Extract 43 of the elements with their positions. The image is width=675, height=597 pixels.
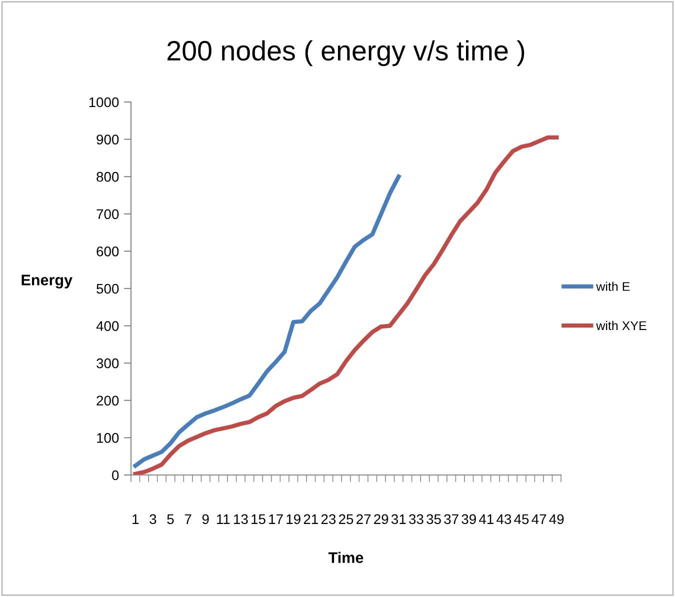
legend-label: with E [596, 282, 630, 291]
x-tick-label: 39 [462, 514, 476, 524]
x-tick-label: 23 [321, 514, 336, 524]
y-tick-label: 900 [96, 134, 119, 144]
x-tick-label: 5 [167, 514, 174, 524]
y-tick-label: 100 [97, 433, 119, 443]
x-tick-label: 47 [532, 514, 546, 524]
y-tick-label: 400 [96, 321, 119, 331]
x-tick-label: 29 [374, 514, 388, 524]
x-tick-label: 21 [304, 514, 318, 524]
x-tick-label: 41 [479, 514, 494, 524]
y-tick-label: 500 [96, 284, 119, 294]
x-tick-label: 43 [496, 514, 512, 524]
x-tick-label: 49 [549, 514, 564, 524]
x-tick-label: 13 [234, 514, 248, 524]
x-tick-label: 3 [150, 514, 156, 524]
x-tick-label: 37 [444, 514, 458, 524]
y-tick-label: 300 [96, 358, 119, 368]
x-tick-label: 15 [252, 514, 266, 524]
y-tick-label: 200 [96, 396, 119, 406]
x-axis-title: Time [328, 552, 364, 564]
line-series [133, 174, 401, 468]
x-tick-label: 19 [286, 514, 300, 524]
x-tick-label: 7 [184, 514, 192, 524]
y-tick-label: 800 [96, 172, 119, 182]
x-tick-label: 31 [391, 514, 406, 524]
chart-title: 200 nodes ( energy v/s time ) [168, 40, 524, 66]
x-tick-label: 33 [409, 514, 424, 524]
x-tick-label: 1 [132, 514, 139, 524]
x-tick-label: 17 [269, 514, 283, 524]
x-tick-label: 9 [202, 514, 209, 524]
x-tick-label: 25 [338, 514, 354, 524]
y-tick-label: 700 [96, 209, 119, 220]
y-tick-label: 0 [112, 470, 119, 480]
x-tick-label: 35 [426, 514, 441, 524]
x-tick-label: 27 [356, 514, 371, 524]
y-axis-title: Energy [22, 274, 72, 288]
legend-label: with XYE [596, 320, 646, 330]
x-tick-label: 45 [514, 514, 529, 524]
y-tick-label: 1000 [89, 97, 119, 108]
y-tick-label: 600 [96, 246, 119, 256]
line-series [133, 135, 559, 475]
x-tick-label: 11 [216, 514, 230, 524]
